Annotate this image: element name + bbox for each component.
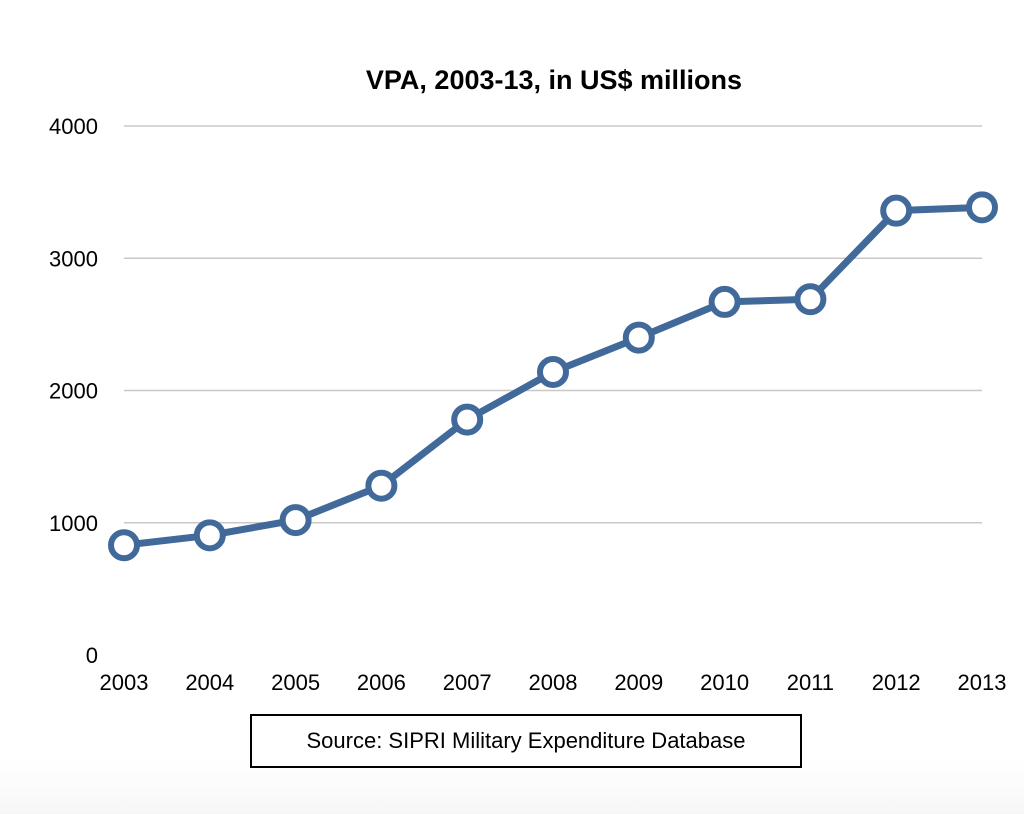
x-tick-label: 2010	[700, 670, 749, 695]
x-tick-label: 2012	[872, 670, 921, 695]
chart-title: VPA, 2003-13, in US$ millions	[366, 65, 742, 95]
data-point	[365, 469, 398, 502]
y-tick-label: 2000	[49, 379, 98, 404]
x-tick-label: 2011	[787, 670, 834, 695]
y-tick-label: 4000	[49, 114, 98, 139]
data-point	[108, 529, 140, 562]
x-tick-label: 2008	[529, 670, 578, 695]
x-tick-label: 2009	[614, 670, 663, 695]
y-tick-label: 3000	[49, 246, 98, 271]
data-point	[880, 194, 913, 227]
data-point	[537, 355, 569, 388]
data-point	[622, 321, 655, 354]
data-point	[279, 504, 312, 537]
data-point	[966, 191, 998, 224]
data-point	[708, 285, 741, 318]
data-point	[193, 519, 226, 552]
data-point	[451, 403, 484, 436]
data-point-markers	[108, 191, 998, 562]
x-tick-label: 2003	[100, 670, 149, 695]
source-note: Source: SIPRI Military Expenditure Datab…	[250, 714, 802, 768]
x-tick-label: 2006	[357, 670, 406, 695]
x-tick-label: 2004	[185, 670, 234, 695]
gridlines	[124, 125, 982, 524]
y-axis-labels: 0 1000 2000 3000 4000	[49, 114, 98, 668]
x-tick-label: 2005	[271, 670, 320, 695]
y-tick-label: 1000	[49, 511, 98, 536]
x-axis-labels: 2003 2004 2005 2006 2007 2008 2009 2010 2011 2012…	[100, 670, 1007, 695]
x-tick-label: 2007	[443, 670, 492, 695]
x-tick-label: 2013	[958, 670, 1007, 695]
data-point	[794, 283, 827, 316]
y-tick-label: 0	[86, 643, 98, 668]
